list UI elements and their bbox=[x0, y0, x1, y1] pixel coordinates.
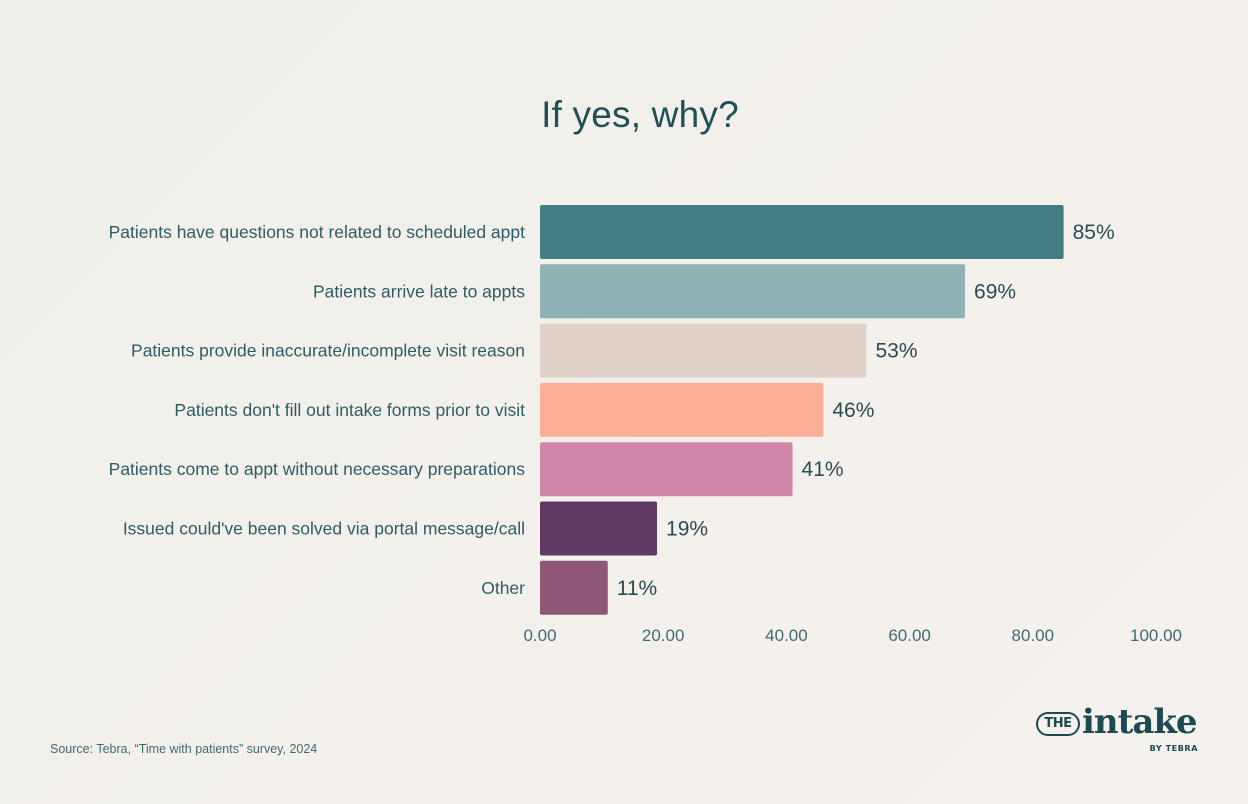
category-label: Patients come to appt without necessary … bbox=[109, 459, 526, 479]
bar bbox=[540, 323, 867, 378]
bar bbox=[540, 382, 824, 437]
value-label: 19% bbox=[666, 518, 708, 541]
bar bbox=[540, 442, 793, 497]
x-tick-label: 100.00 bbox=[1130, 626, 1182, 645]
value-label: 85% bbox=[1073, 221, 1115, 244]
x-tick-label: 60.00 bbox=[888, 626, 931, 645]
x-tick-label: 40.00 bbox=[765, 626, 808, 645]
value-label: 41% bbox=[802, 458, 844, 481]
value-label: 53% bbox=[875, 340, 917, 363]
bar-chart: Patients have questions not related to s… bbox=[109, 205, 1182, 645]
category-label: Patients don't fill out intake forms pri… bbox=[174, 400, 525, 420]
category-label: Other bbox=[481, 578, 525, 598]
bar bbox=[540, 205, 1064, 259]
bar bbox=[540, 264, 966, 319]
category-label: Patients arrive late to appts bbox=[313, 281, 525, 301]
the-intake-logo: THE intake BY TEBRA bbox=[1036, 702, 1206, 762]
value-label: 11% bbox=[617, 577, 657, 600]
value-label: 69% bbox=[974, 280, 1016, 303]
chart-title: If yes, why? bbox=[541, 94, 739, 135]
bar bbox=[540, 560, 608, 615]
source-note: Source: Tebra, “Time with patients” surv… bbox=[50, 742, 318, 756]
x-tick-label: 80.00 bbox=[1012, 626, 1055, 645]
x-tick-label: 0.00 bbox=[523, 626, 556, 645]
category-label: Issued could've been solved via portal m… bbox=[123, 519, 525, 539]
bar bbox=[540, 501, 658, 556]
logo-the-badge: THE bbox=[1036, 712, 1080, 736]
x-tick-label: 20.00 bbox=[642, 626, 685, 645]
logo-byline: BY TEBRA bbox=[1149, 744, 1198, 753]
logo-wordmark: intake bbox=[1082, 702, 1198, 742]
value-label: 46% bbox=[832, 399, 874, 422]
category-label: Patients have questions not related to s… bbox=[109, 222, 526, 242]
category-label: Patients provide inaccurate/incomplete v… bbox=[131, 341, 525, 361]
